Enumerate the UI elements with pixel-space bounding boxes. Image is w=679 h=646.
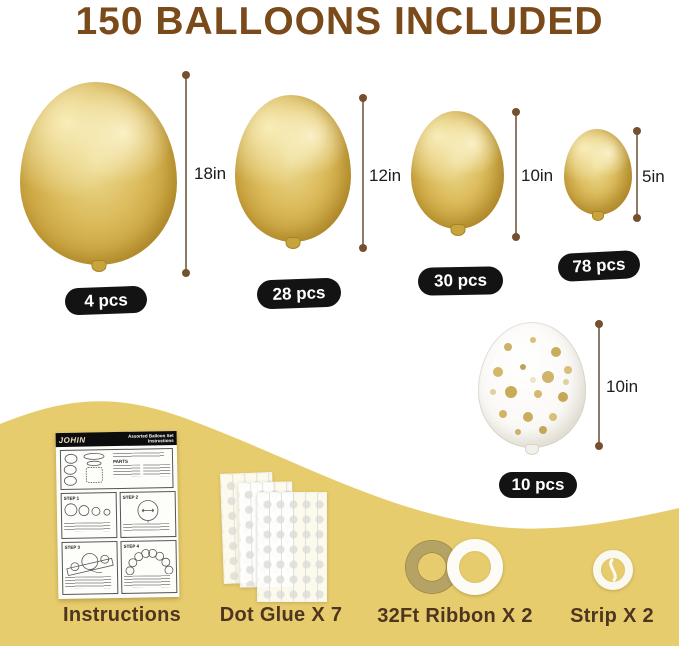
kit-label-strip: Strip X 2: [570, 605, 654, 627]
step-4-sketch: [125, 548, 174, 575]
count-badge-28pcs: 28 pcs: [256, 277, 342, 310]
step-3-text: [65, 576, 112, 589]
count-badge-4pcs: 4 pcs: [64, 285, 148, 316]
parts-heading: PARTS: [113, 458, 129, 465]
balloon-confetti-10in: [478, 322, 586, 448]
instruction-steps: STEP 1 STEP 2: [60, 490, 178, 595]
parts-list: PARTS: [112, 451, 171, 486]
size-label-5in: 5in: [642, 167, 665, 186]
count-badge-30pcs: 30 pcs: [417, 266, 504, 296]
size-label-10in: 10in: [521, 166, 554, 185]
step-1-sketch: [64, 503, 111, 517]
sheet-title-line2: Instructions: [147, 438, 174, 444]
dot-glue-sheet-front: [257, 492, 327, 602]
parts-sketch: [63, 452, 105, 486]
count-badge-10pcs: 10 pcs: [499, 472, 577, 498]
parts-overview-box: PARTS: [59, 448, 174, 490]
count-badge-78pcs: 78 pcs: [557, 249, 641, 283]
measure-line-12in: [362, 98, 364, 248]
parts-column-2: [142, 464, 170, 477]
step-3-sketch: [66, 553, 114, 576]
balloon-gold-10in: [411, 111, 504, 229]
instruction-sheet-body: PARTS STEP 1: [56, 445, 180, 598]
measure-line-confetti-10in: [598, 324, 600, 446]
size-label-18in: 18in: [194, 164, 227, 183]
confetti-dots: [490, 337, 572, 435]
measure-line-5in: [636, 131, 638, 218]
kit-label-ribbon: 32Ft Ribbon X 2: [377, 605, 533, 627]
step-4-box: STEP 4: [120, 539, 178, 594]
step-2-box: STEP 2: [119, 490, 177, 538]
white-ribbon-roll: [447, 539, 503, 595]
balloon-gold-12in: [235, 95, 351, 242]
size-label-12in: 12in: [369, 166, 402, 185]
step-1-text: [64, 522, 111, 532]
size-label-confetti-10in: 10in: [606, 377, 639, 396]
intro-text-lines: [112, 452, 165, 459]
step-2-text: [123, 523, 170, 531]
kit-label-instructions: Instructions: [62, 604, 182, 626]
step-2-sketch: [137, 500, 159, 523]
step-1-box: STEP 1: [60, 492, 118, 539]
balloon-gold-5in: [564, 129, 632, 215]
brand-logo: JOHIN: [58, 435, 86, 445]
step-3-box: STEP 3: [61, 541, 119, 595]
instruction-sheet-title: Assorted Balloon Set Instructions: [128, 433, 174, 444]
page-title: 150 BALLOONS INCLUDED: [75, 0, 604, 43]
balloon-gold-18in: [20, 82, 177, 265]
measure-line-10in: [515, 112, 517, 237]
step-4-text: [124, 575, 171, 588]
balloon-strip-roll: [593, 550, 633, 590]
parts-column-1: [113, 464, 141, 478]
measure-line-18in: [185, 75, 187, 273]
strip-curve: [609, 558, 617, 582]
instruction-sheet: JOHIN Assorted Balloon Set Instructions: [55, 430, 180, 600]
kit-label-dot-glue: Dot Glue X 7: [219, 604, 343, 626]
